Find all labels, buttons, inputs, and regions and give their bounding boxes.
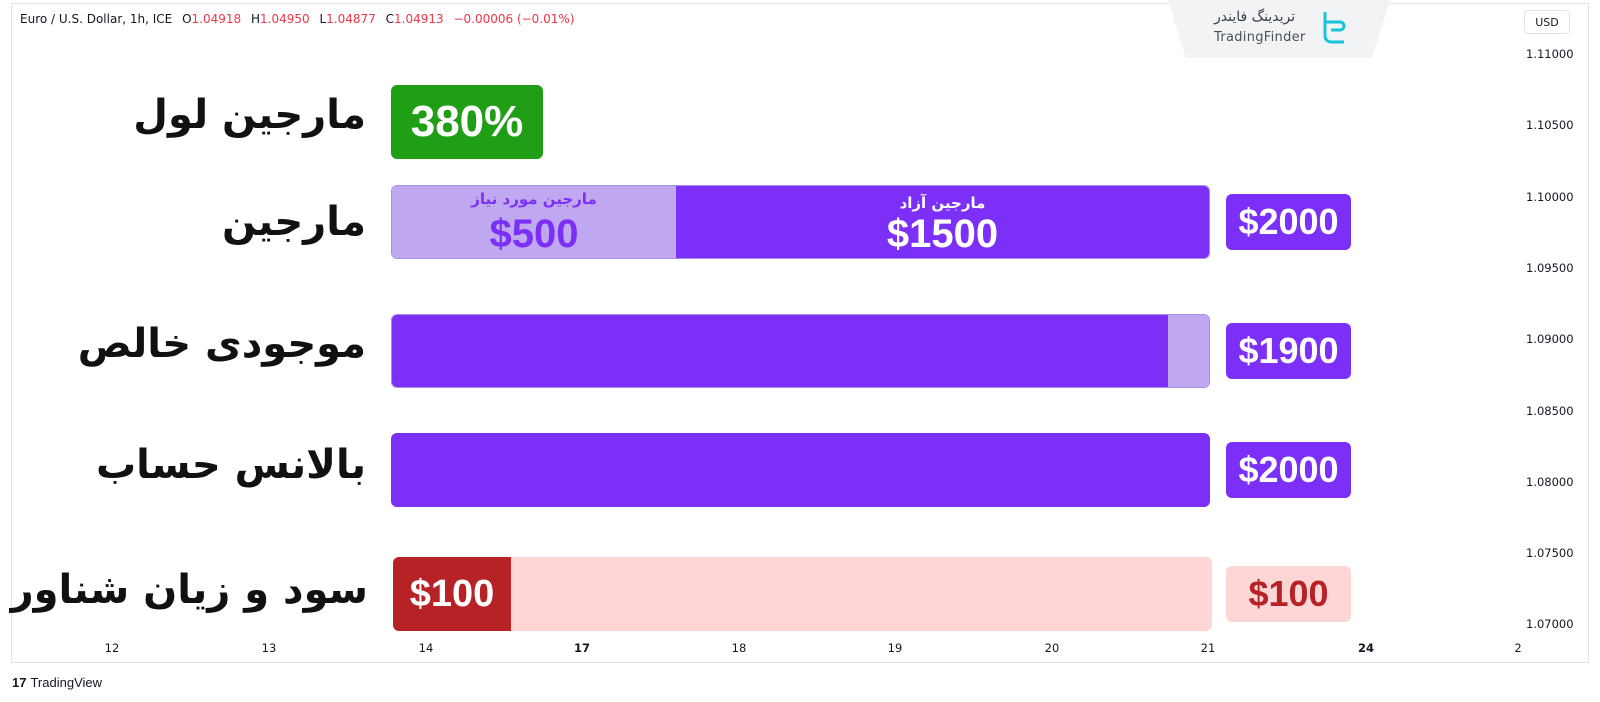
margin-level-label: مارجین لول — [133, 92, 366, 138]
time-tick-label: 19 — [887, 641, 903, 655]
equity-label: موجودی خالص — [77, 321, 366, 367]
brand-name-en: TradingFinder — [1214, 30, 1306, 45]
required-margin-value: $500 — [489, 212, 579, 256]
time-tick-label: 18 — [731, 641, 747, 655]
open-value: 1.04918 — [191, 12, 242, 26]
equity-tag: $1900 — [1226, 323, 1351, 379]
price-tick-label: 1.10500 — [1526, 118, 1574, 133]
time-tick-label: 12 — [104, 641, 120, 655]
symbol-ohlc-header: Euro / U.S. Dollar, 1h, ICE O1.04918 H1.… — [20, 12, 574, 26]
brand-name-fa: تریدینگ فایندر — [1214, 9, 1296, 25]
required-margin-label: مارجین مورد نیاز — [471, 190, 597, 208]
change-value: −0.00006 (−0.01%) — [453, 12, 575, 26]
price-tick-label: 1.09500 — [1526, 260, 1574, 275]
floating-loss-segment: $100 — [393, 557, 511, 631]
open-key: O — [182, 12, 192, 26]
high-value: 1.04950 — [260, 12, 310, 26]
tradingfinder-logo-icon — [1323, 12, 1346, 44]
time-tick-label: 20 — [1044, 641, 1060, 655]
floating-pl-tag: $100 — [1226, 566, 1351, 622]
low-value: 1.04877 — [326, 12, 376, 26]
price-tick-label: 1.08000 — [1526, 474, 1574, 489]
free-margin-segment: مارجین آزاد $1500 — [676, 186, 1209, 258]
price-tick-label: 1.11000 — [1526, 47, 1574, 61]
margin-total-tag: $2000 — [1226, 194, 1351, 250]
time-tick-label: 13 — [261, 641, 277, 655]
margin-label: مارجین — [222, 199, 366, 245]
low-key: L — [319, 12, 327, 26]
price-tick-label: 1.07500 — [1526, 546, 1574, 561]
tradingview-logo[interactable]: 17 TradingView — [12, 675, 102, 690]
free-margin-label: مارجین آزاد — [899, 194, 986, 212]
symbol-title[interactable]: Euro / U.S. Dollar, 1h, ICE — [20, 12, 173, 26]
floating-pl-label: سود و زیان شناور — [10, 567, 368, 613]
time-tick-label: 2 — [1514, 641, 1522, 655]
tradingview-name: TradingView — [30, 675, 103, 690]
brand-watermark — [1168, 0, 1390, 58]
floating-pl-bar: $100 — [393, 557, 1212, 631]
margin-bar: مارجین مورد نیاز $500 مارجین آزاد $1500 — [391, 185, 1210, 259]
time-tick-label: 24 — [1357, 641, 1375, 655]
chart-frame — [11, 3, 1589, 663]
close-value: 1.04913 — [394, 12, 444, 26]
time-tick-label: 17 — [573, 641, 591, 655]
required-margin-segment: مارجین مورد نیاز $500 — [392, 186, 676, 258]
price-tick-label: 1.10000 — [1526, 189, 1574, 204]
currency-selector[interactable]: USD — [1524, 10, 1570, 34]
tradingview-icon: 17 — [12, 675, 27, 690]
price-tick-label: 1.08500 — [1526, 403, 1574, 418]
price-tick-label: 1.07000 — [1526, 617, 1574, 632]
price-tick-label: 1.09000 — [1526, 332, 1574, 347]
time-tick-label: 14 — [418, 641, 434, 655]
equity-bar-fill — [392, 315, 1169, 387]
close-key: C — [385, 12, 394, 26]
margin-level-badge: 380% — [391, 85, 543, 159]
time-tick-label: 21 — [1200, 641, 1216, 655]
balance-bar — [391, 433, 1210, 507]
balance-label: بالانس حساب — [95, 442, 366, 488]
free-margin-value: $1500 — [886, 212, 999, 256]
high-key: H — [250, 12, 261, 26]
balance-tag: $2000 — [1226, 442, 1351, 498]
equity-bar — [391, 314, 1210, 388]
floating-loss-value: $100 — [409, 572, 495, 615]
